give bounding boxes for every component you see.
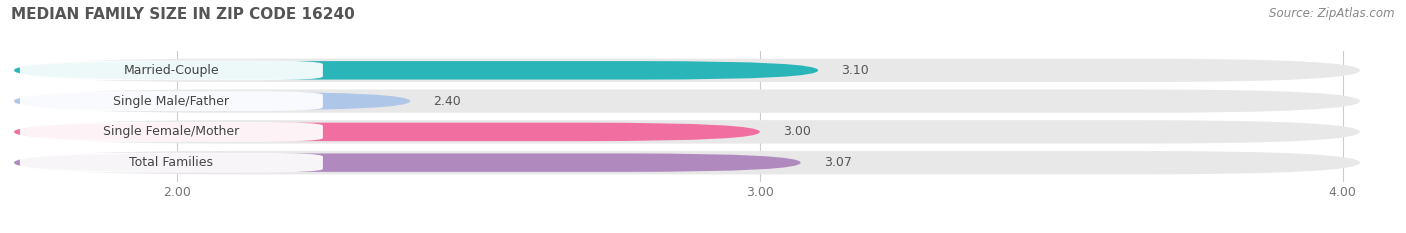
- FancyBboxPatch shape: [20, 61, 323, 80]
- Text: Single Female/Mother: Single Female/Mother: [103, 125, 239, 138]
- Text: Total Families: Total Families: [129, 156, 214, 169]
- FancyBboxPatch shape: [14, 61, 818, 80]
- Text: 2.40: 2.40: [433, 95, 461, 108]
- FancyBboxPatch shape: [20, 122, 323, 142]
- FancyBboxPatch shape: [14, 120, 1360, 144]
- Text: 3.07: 3.07: [824, 156, 852, 169]
- FancyBboxPatch shape: [14, 92, 411, 110]
- FancyBboxPatch shape: [14, 59, 1360, 82]
- FancyBboxPatch shape: [14, 153, 800, 172]
- FancyBboxPatch shape: [14, 151, 1360, 174]
- FancyBboxPatch shape: [14, 89, 1360, 113]
- Text: 3.00: 3.00: [783, 125, 811, 138]
- Text: 3.10: 3.10: [841, 64, 869, 77]
- FancyBboxPatch shape: [14, 123, 759, 141]
- Text: MEDIAN FAMILY SIZE IN ZIP CODE 16240: MEDIAN FAMILY SIZE IN ZIP CODE 16240: [11, 7, 354, 22]
- FancyBboxPatch shape: [20, 153, 323, 172]
- Text: Source: ZipAtlas.com: Source: ZipAtlas.com: [1270, 7, 1395, 20]
- Text: Married-Couple: Married-Couple: [124, 64, 219, 77]
- FancyBboxPatch shape: [20, 91, 323, 111]
- Text: Single Male/Father: Single Male/Father: [114, 95, 229, 108]
